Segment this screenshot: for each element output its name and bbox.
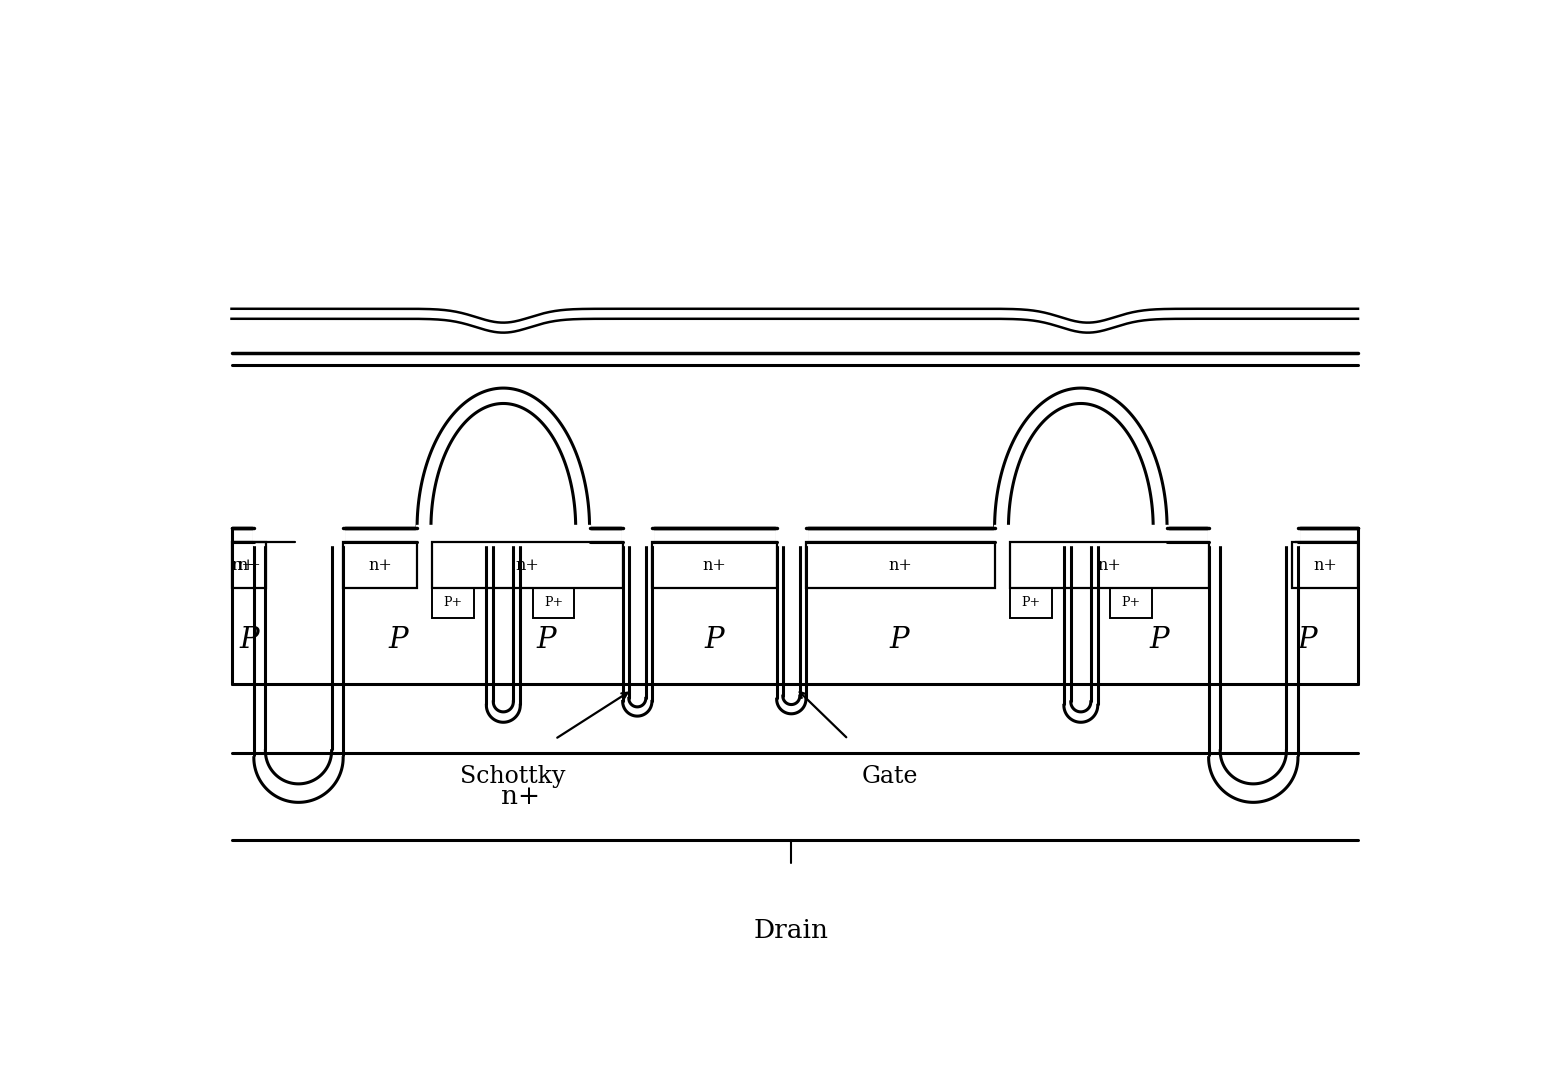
Text: n+: n+ bbox=[888, 556, 913, 573]
Bar bbox=[1010, 542, 1209, 589]
Text: P: P bbox=[239, 626, 259, 654]
Text: P: P bbox=[889, 626, 909, 654]
Bar bbox=[1110, 589, 1152, 618]
Text: P+: P+ bbox=[1121, 596, 1141, 609]
Bar bbox=[432, 542, 622, 589]
Bar bbox=[622, 525, 653, 545]
Text: P+: P+ bbox=[1021, 596, 1041, 609]
Bar bbox=[806, 542, 994, 589]
Bar bbox=[253, 525, 344, 545]
Text: P: P bbox=[704, 626, 724, 654]
Text: P: P bbox=[1150, 626, 1169, 654]
Bar bbox=[417, 525, 590, 545]
Text: n+: n+ bbox=[1312, 556, 1337, 573]
Text: n+: n+ bbox=[516, 556, 539, 573]
Text: P: P bbox=[389, 626, 409, 654]
Text: P: P bbox=[1297, 626, 1317, 654]
Bar bbox=[343, 542, 417, 589]
Text: n+: n+ bbox=[703, 556, 726, 573]
Text: P+: P+ bbox=[443, 596, 463, 609]
Bar bbox=[232, 542, 266, 589]
Text: Gate: Gate bbox=[862, 764, 919, 788]
Text: n+: n+ bbox=[500, 784, 540, 808]
Text: P: P bbox=[537, 626, 556, 654]
Bar bbox=[1207, 525, 1299, 545]
Bar bbox=[994, 525, 1167, 545]
Text: n+: n+ bbox=[1098, 556, 1121, 573]
Text: n+: n+ bbox=[232, 556, 255, 573]
Text: P+: P+ bbox=[543, 596, 564, 609]
Bar bbox=[533, 589, 574, 618]
Bar bbox=[777, 525, 806, 545]
Bar bbox=[1292, 542, 1359, 589]
Bar bbox=[1010, 589, 1051, 618]
Text: n+: n+ bbox=[367, 556, 392, 573]
Text: Drain: Drain bbox=[753, 917, 829, 942]
Text: Schottky: Schottky bbox=[460, 764, 565, 788]
Bar bbox=[652, 542, 777, 589]
Text: n+: n+ bbox=[236, 556, 261, 573]
Bar bbox=[432, 589, 474, 618]
